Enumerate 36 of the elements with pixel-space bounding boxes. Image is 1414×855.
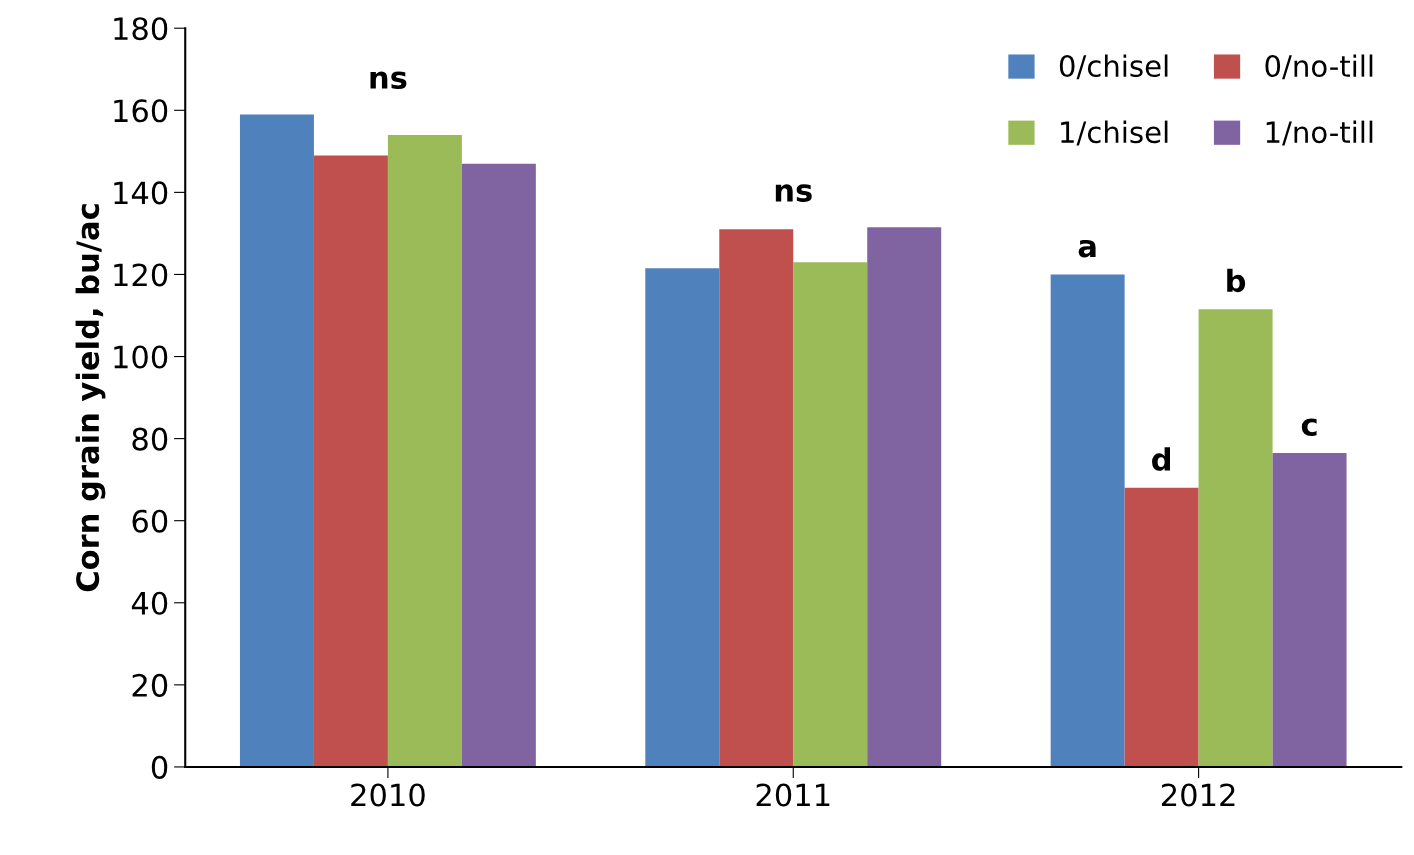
y-tick-label: 140 — [114, 181, 168, 205]
x-tick-label: 2010 — [351, 783, 425, 807]
annotation: ns — [370, 71, 407, 90]
legend-label: 1/chisel — [1061, 120, 1168, 146]
bar — [387, 134, 462, 767]
bar — [461, 163, 536, 767]
bar — [313, 155, 388, 767]
x-tick-label: 2011 — [756, 783, 830, 807]
legend-label: 0/chisel — [1059, 54, 1168, 80]
y-tick-label: 100 — [114, 345, 168, 369]
y-axis-title: Corn grain yield, bu/ac — [75, 204, 106, 592]
bar — [1198, 309, 1273, 767]
annotation: ns — [775, 184, 812, 202]
bar — [867, 227, 942, 767]
y-tick-label: 0 — [151, 755, 168, 779]
bar — [793, 262, 868, 767]
data-label: b — [1227, 268, 1246, 293]
bar — [1050, 274, 1125, 767]
bar — [1272, 452, 1347, 767]
y-tick-label: 60 — [132, 509, 168, 533]
bar — [645, 268, 720, 767]
y-tick-label: 180 — [114, 17, 168, 41]
bar — [1124, 487, 1199, 767]
y-tick-label: 20 — [132, 673, 168, 697]
bar — [239, 114, 314, 767]
bar — [719, 229, 794, 767]
y-tick-label: 80 — [132, 427, 168, 451]
y-tick-label: 120 — [114, 263, 168, 287]
data-label: c — [1301, 418, 1317, 436]
legend-label: 0/no-till — [1265, 54, 1373, 80]
x-tick-label: 2012 — [1161, 783, 1235, 807]
y-tick-label: 160 — [114, 99, 168, 123]
y-tick-label: 40 — [131, 591, 168, 615]
data-label: a — [1078, 239, 1096, 258]
data-label: d — [1152, 447, 1170, 471]
legend-label: 1/no-till — [1266, 120, 1373, 146]
